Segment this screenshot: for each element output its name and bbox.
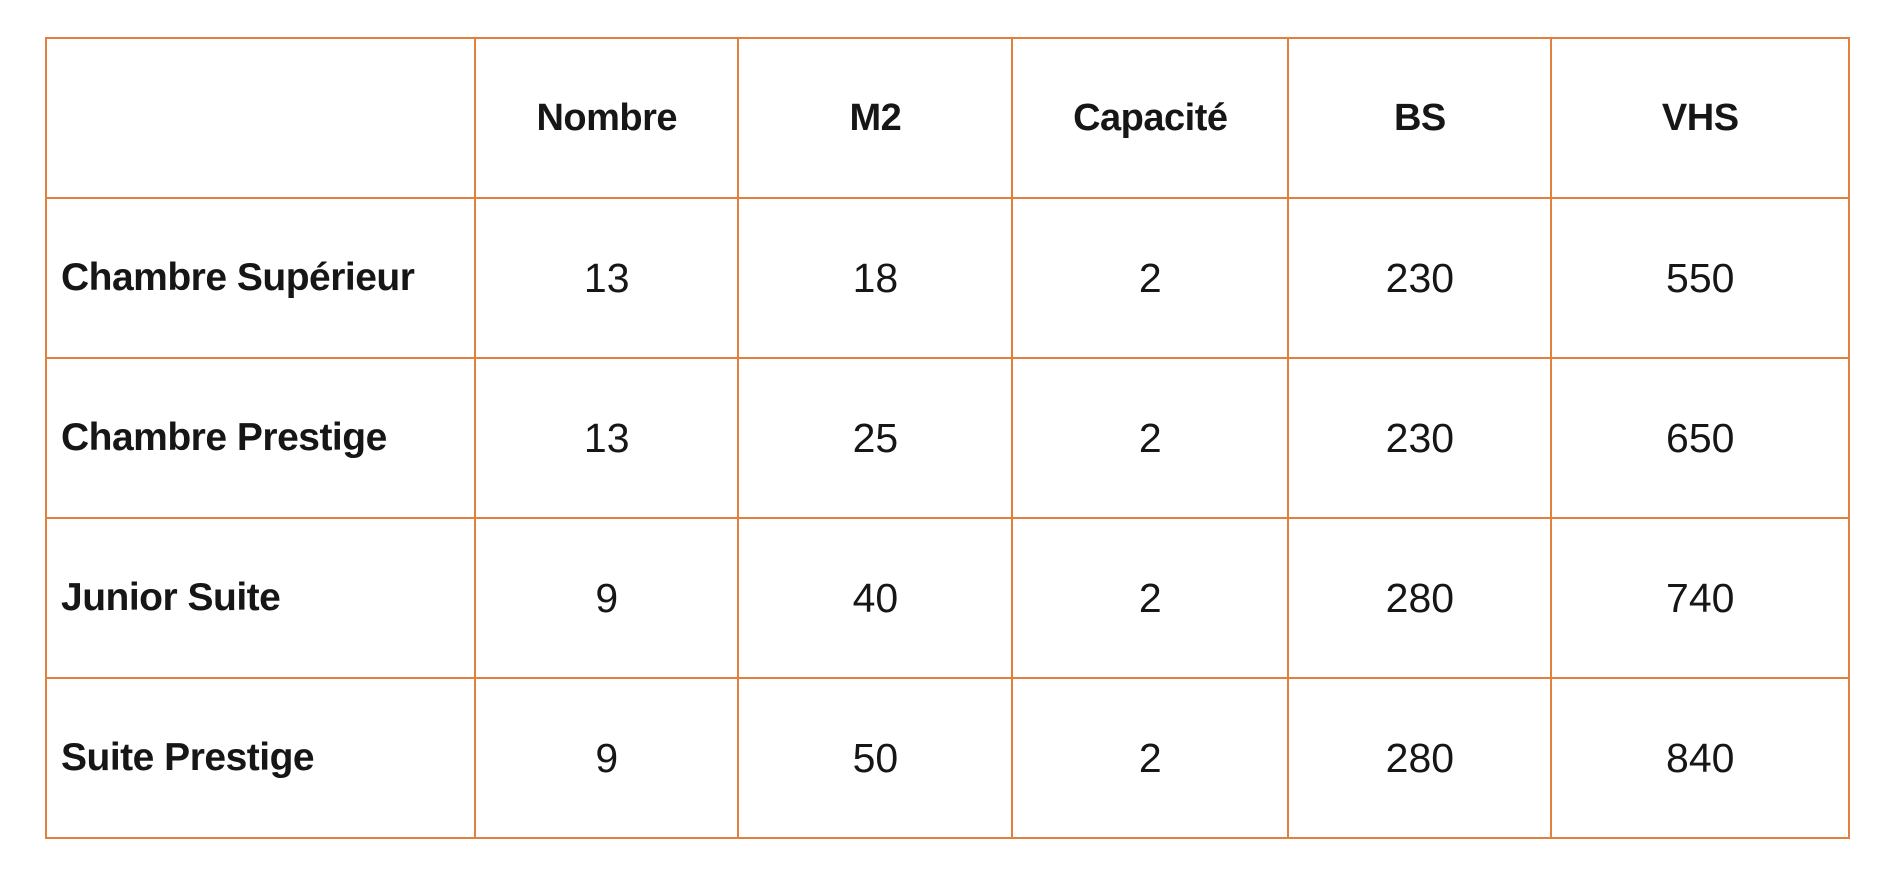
cell-vhs: 550: [1550, 197, 1850, 359]
cell-bs: 280: [1287, 677, 1553, 839]
cell-m2: 25: [737, 357, 1014, 519]
header-cell-empty: [44, 37, 477, 199]
row-label: Suite Prestige: [44, 677, 477, 839]
header-cell-vhs: VHS: [1550, 37, 1850, 199]
cell-vhs: 650: [1550, 357, 1850, 519]
cell-capacite: 2: [1011, 517, 1290, 679]
cell-nombre: 9: [474, 517, 740, 679]
cell-m2: 40: [737, 517, 1014, 679]
row-label: Chambre Supérieur: [44, 197, 477, 359]
cell-capacite: 2: [1011, 197, 1290, 359]
cell-vhs: 740: [1550, 517, 1850, 679]
cell-nombre: 13: [474, 197, 740, 359]
table-row-suite-prestige: Suite Prestige 9 50 2 280 840: [44, 677, 1850, 839]
cell-capacite: 2: [1011, 357, 1290, 519]
row-label: Junior Suite: [44, 517, 477, 679]
cell-bs: 230: [1287, 357, 1553, 519]
header-cell-m2: M2: [737, 37, 1014, 199]
cell-nombre: 9: [474, 677, 740, 839]
header-row: Nombre M2 Capacité BS VHS: [44, 37, 1850, 199]
cell-nombre: 13: [474, 357, 740, 519]
cell-vhs: 840: [1550, 677, 1850, 839]
cell-m2: 18: [737, 197, 1014, 359]
table-row-chambre-superieur: Chambre Supérieur 13 18 2 230 550: [44, 197, 1850, 359]
table-row-chambre-prestige: Chambre Prestige 13 25 2 230 650: [44, 357, 1850, 519]
cell-bs: 230: [1287, 197, 1553, 359]
rooms-pricing-table: Nombre M2 Capacité BS VHS Chambre Supéri…: [44, 37, 1850, 839]
header-cell-bs: BS: [1287, 37, 1553, 199]
cell-m2: 50: [737, 677, 1014, 839]
header-cell-capacite: Capacité: [1011, 37, 1290, 199]
cell-bs: 280: [1287, 517, 1553, 679]
table-row-junior-suite: Junior Suite 9 40 2 280 740: [44, 517, 1850, 679]
header-cell-nombre: Nombre: [474, 37, 740, 199]
cell-capacite: 2: [1011, 677, 1290, 839]
row-label: Chambre Prestige: [44, 357, 477, 519]
